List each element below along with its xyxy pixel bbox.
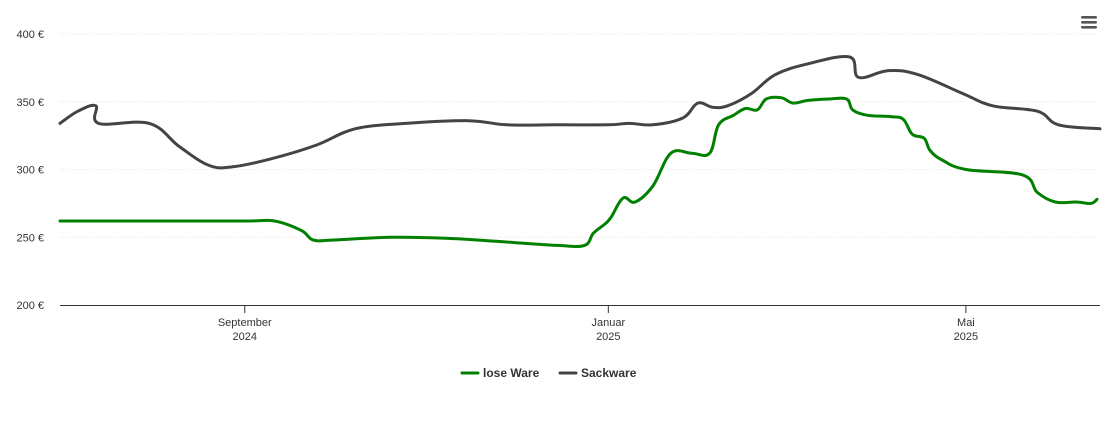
x-tick-label-month: September: [218, 317, 272, 329]
legend: lose Ware Sackware: [460, 366, 637, 380]
x-tick-label-year: 2024: [233, 331, 257, 343]
legend-item-sackware[interactable]: Sackware: [558, 366, 637, 380]
x-tick-label-year: 2025: [596, 331, 620, 343]
series-line-sackware[interactable]: [58, 54, 1102, 170]
series-line-lose-ware[interactable]: [58, 95, 1099, 248]
x-tick-label-year: 2025: [954, 331, 978, 343]
y-axis: 200 € 250 € 300 € 350 € 400 €: [16, 29, 44, 312]
x-axis: September 2024 Januar 2025 Mai 2025: [60, 305, 1100, 343]
y-tick-label: 350 €: [16, 97, 44, 109]
chart-menu-button[interactable]: [1080, 14, 1098, 30]
hamburger-menu-icon: [1081, 16, 1097, 29]
x-tick-label-month: Januar: [591, 317, 625, 329]
y-tick-label: 250 €: [16, 232, 44, 244]
y-tick-label: 400 €: [16, 29, 44, 41]
legend-item-lose-ware[interactable]: lose Ware: [460, 366, 540, 380]
grid-layer: [60, 33, 1100, 238]
legend-label: Sackware: [581, 366, 637, 380]
series-layer: [58, 54, 1102, 248]
x-tick-label-month: Mai: [957, 317, 975, 329]
y-tick-label: 300 €: [16, 165, 44, 177]
legend-label: lose Ware: [483, 366, 540, 380]
y-tick-label: 200 €: [16, 300, 44, 312]
